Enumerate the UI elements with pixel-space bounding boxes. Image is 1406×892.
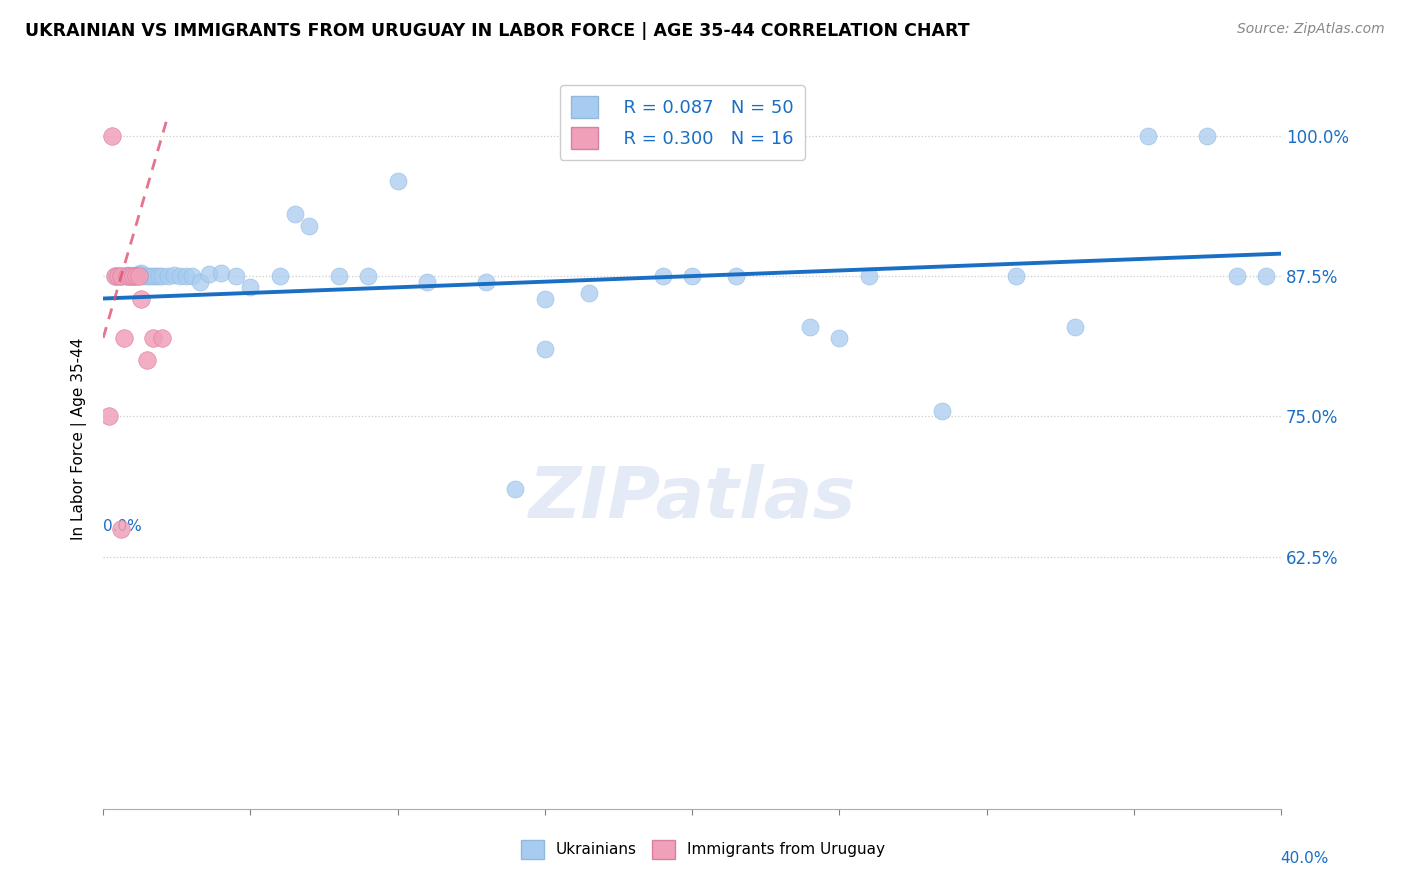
Point [416,275,439,289]
Point [163,268,186,282]
Point [110,269,132,284]
Point [534,342,557,356]
Point [98,409,121,424]
Point [115,268,138,282]
Point [110,522,132,536]
Point [298,219,321,233]
Point [269,269,291,284]
Point [110,269,132,284]
Point [190,275,212,289]
Point [387,174,409,188]
Point [118,269,141,284]
Point [101,128,124,143]
Point [1256,269,1278,284]
Point [725,269,748,284]
Point [858,269,880,284]
Point [156,269,179,284]
Point [136,353,159,368]
Point [136,269,159,284]
Text: 0.0%: 0.0% [103,519,142,533]
Point [128,267,150,281]
Point [142,331,165,345]
Point [121,269,143,284]
Point [124,269,146,284]
Point [174,269,197,284]
Point [131,292,153,306]
Point [357,269,380,284]
Point [139,269,162,284]
Point [112,331,135,345]
Point [150,269,173,284]
Point [115,269,138,284]
Point [578,285,600,300]
Point [198,267,221,281]
Point [1005,269,1028,284]
Point [145,269,167,284]
Point [1137,128,1160,143]
Point [104,269,127,284]
Point [148,269,170,284]
Point [131,266,153,280]
Point [169,269,191,284]
Point [534,292,557,306]
Legend:   R = 0.087   N = 50,   R = 0.300   N = 16: R = 0.087 N = 50, R = 0.300 N = 16 [560,85,804,160]
Text: ZIPatlas: ZIPatlas [529,464,856,533]
Point [1063,319,1085,334]
Point [475,275,498,289]
Text: 40.0%: 40.0% [1281,851,1329,866]
Point [681,269,703,284]
Point [104,269,127,284]
Point [121,269,143,284]
Point [239,280,262,294]
Text: UKRAINIAN VS IMMIGRANTS FROM URUGUAY IN LABOR FORCE | AGE 35-44 CORRELATION CHAR: UKRAINIAN VS IMMIGRANTS FROM URUGUAY IN … [25,22,970,40]
Point [328,269,350,284]
Point [799,319,821,334]
Y-axis label: In Labor Force | Age 35-44: In Labor Force | Age 35-44 [72,337,87,540]
Point [209,266,232,280]
Point [142,269,165,284]
Point [134,269,156,284]
Text: Source: ZipAtlas.com: Source: ZipAtlas.com [1237,22,1385,37]
Point [124,268,146,282]
Point [931,403,953,417]
Point [118,269,141,284]
Point [107,269,129,284]
Point [225,269,247,284]
Point [828,331,851,345]
Point [128,269,150,284]
Point [1197,128,1219,143]
Point [651,269,673,284]
Point [284,207,307,221]
Point [180,269,202,284]
Point [1226,269,1249,284]
Point [505,482,527,496]
Legend: Ukrainians, Immigrants from Uruguay: Ukrainians, Immigrants from Uruguay [515,834,891,864]
Point [150,331,173,345]
